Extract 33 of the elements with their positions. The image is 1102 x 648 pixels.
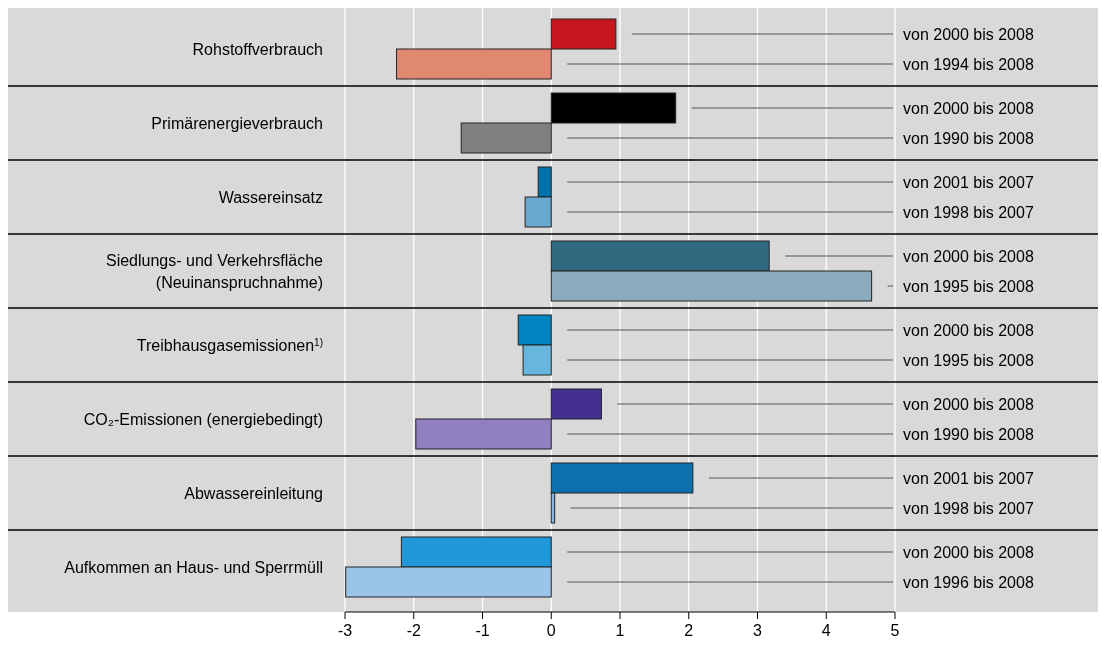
x-tick-label: -1 [475, 622, 490, 639]
x-tick-label: -2 [406, 622, 421, 639]
x-tick-label: 3 [753, 622, 763, 639]
text: von 1995 bis 2008 [903, 277, 1034, 295]
x-tick-label: 5 [890, 622, 900, 639]
text: von 1996 bis 2008 [903, 573, 1034, 591]
x-tick-label: -3 [337, 622, 353, 639]
text: von 1994 bis 2008 [903, 55, 1034, 73]
text: von 2000 bis 2008 [903, 395, 1034, 413]
text: von 2000 bis 2008 [903, 247, 1034, 265]
text: von 2000 bis 2008 [903, 543, 1034, 561]
y-tick-label: CO₂-Emissionen (energiebedingt) [83, 410, 323, 428]
y-tick-label: Rohstoffverbrauch [192, 40, 323, 58]
x-tick-label: 2 [684, 622, 694, 639]
text: von 2000 bis 2008 [903, 321, 1034, 339]
text: von 2001 bis 2007 [903, 469, 1034, 487]
y-tick-label: Siedlungs- und Verkehrsfläche (Neuinanspruchnahme) [105, 251, 324, 291]
text: von 1998 bis 2007 [903, 203, 1034, 221]
x-tick-label: 0 [546, 622, 556, 639]
y-tick-label: Abwassereinleitung [184, 484, 323, 502]
text: von 1995 bis 2008 [903, 351, 1034, 369]
text: von 2001 bis 2007 [903, 173, 1034, 191]
x-tick-label: 1 [615, 622, 625, 639]
text: von 1998 bis 2007 [903, 499, 1034, 517]
y-tick-label: Aufkommen an Haus- und Sperrmüll [64, 558, 323, 576]
text: von 1990 bis 2008 [903, 425, 1034, 443]
x-tick-label: 4 [821, 622, 831, 639]
text: von 1990 bis 2008 [903, 129, 1034, 147]
text: von 2000 bis 2008 [903, 99, 1034, 117]
y-tick-label: Primärenergieverbrauch [151, 114, 323, 132]
y-tick-label: Wassereinsatz [218, 188, 323, 206]
y-tick-label: Treibhausgasemissionen$^{1)}$ [136, 336, 323, 354]
text: von 2000 bis 2008 [903, 25, 1034, 43]
